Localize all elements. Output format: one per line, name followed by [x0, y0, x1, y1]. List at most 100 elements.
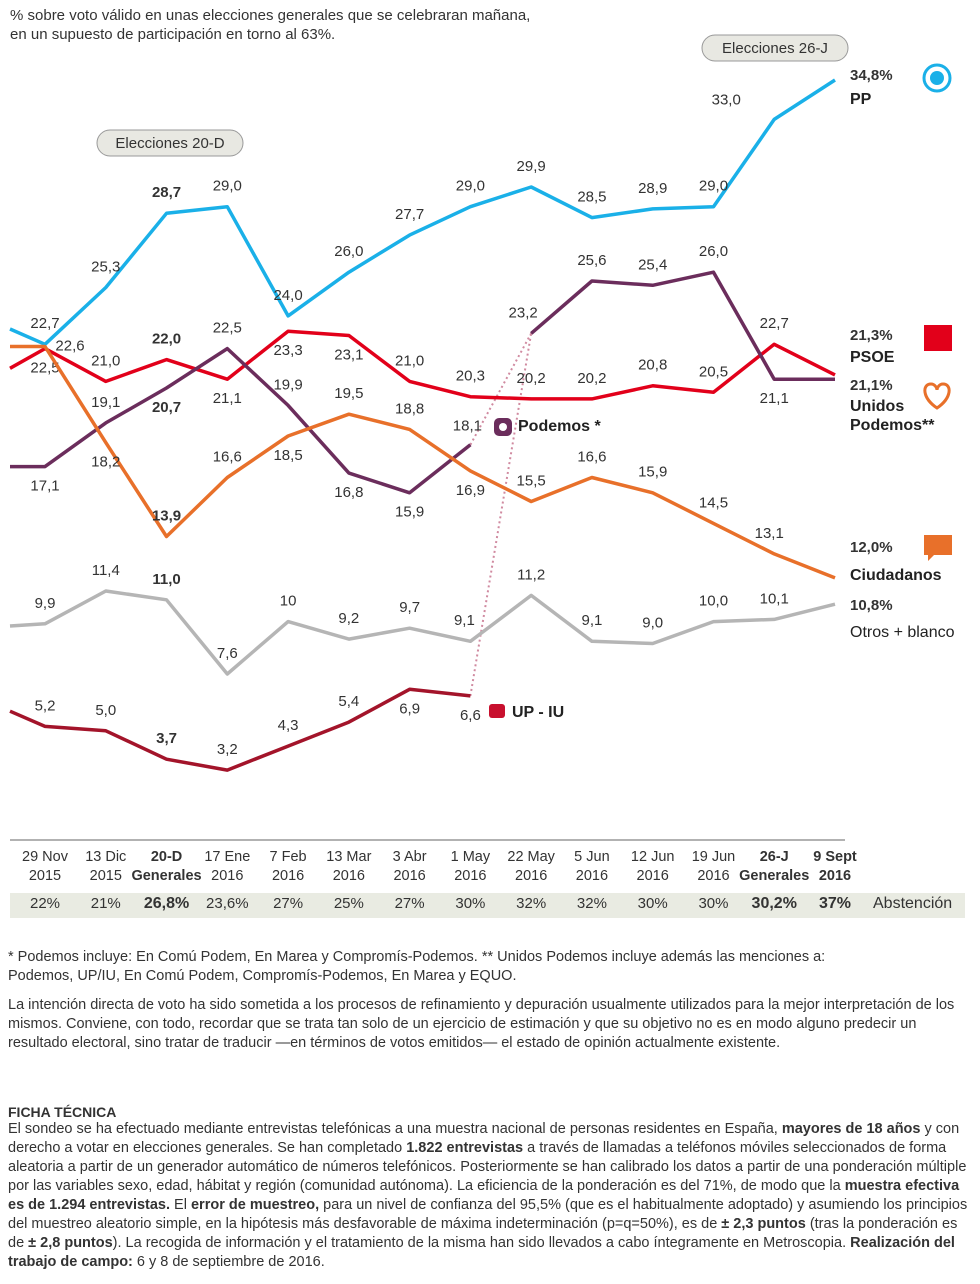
value-label: 23,3 [273, 342, 302, 359]
value-label: 22,5 [213, 320, 242, 337]
value-label: 20,2 [577, 370, 606, 387]
legend-label: Unidos Podemos** [850, 398, 935, 434]
value-label: 19,9 [273, 376, 302, 393]
value-label: 21,1 [760, 390, 789, 407]
value-label: 15,9 [638, 464, 667, 481]
legend-label: Podemos * [518, 418, 601, 435]
value-label: 18,1 [453, 418, 482, 435]
x-tick-label: 17 Ene 2016 [204, 849, 251, 884]
end-value-label: 10,8% [850, 597, 893, 614]
value-label: 11,2 [517, 566, 545, 583]
abstention-value: 32% [516, 895, 547, 912]
legend-label: Otros + blanco [850, 624, 955, 641]
value-label: 14,5 [699, 494, 728, 511]
technical-sheet-run: ). La recogida de información y el trata… [112, 1235, 851, 1251]
abstention-value: 25% [333, 895, 364, 912]
abstention-value: 30% [698, 895, 729, 912]
podemos-icon-dot [499, 423, 507, 431]
technical-sheet-run: para un nivel de confianza del 95,5% (qu… [8, 1197, 968, 1232]
value-label: 9,9 [35, 595, 56, 612]
value-label: 3,2 [217, 741, 238, 758]
technical-sheet-run: y con derecho a votar en elecciones gene… [8, 1121, 960, 1156]
value-label: 28,9 [638, 180, 667, 197]
value-label: 29,0 [213, 178, 242, 195]
value-label: 5,4 [338, 693, 359, 710]
value-label: 16,8 [334, 484, 363, 501]
abstention-value: 27% [273, 895, 304, 912]
abstention-value: 37% [818, 895, 852, 912]
technical-sheet-title: FICHA TÉCNICA [8, 1104, 117, 1120]
value-label: 19,5 [334, 385, 363, 402]
x-tick-label: 3 Abr 2016 [392, 849, 427, 884]
value-label: 20,7 [152, 399, 181, 416]
value-label: 5,2 [35, 697, 56, 714]
series-line [9, 329, 836, 401]
chart: Elecciones 20-D Elecciones 26-J 22,7 25,3 28… [9, 34, 965, 918]
value-label: 13,1 [755, 525, 784, 542]
annotation-box [96, 129, 244, 157]
value-label: 23,1 [334, 347, 363, 364]
value-label: 13,9 [152, 507, 181, 524]
series-line [530, 270, 835, 381]
abstention-value: 23,6% [206, 895, 249, 912]
value-label: 22,0 [152, 331, 181, 348]
value-label: 19,1 [91, 394, 120, 411]
annotation-box [701, 34, 849, 62]
x-tick-label: 12 Jun 2016 [630, 849, 675, 884]
value-label: 6,9 [399, 700, 420, 717]
annotation: Elecciones 26-J [722, 40, 828, 57]
value-label: 20,8 [638, 357, 667, 374]
x-tick-label: 13 Dic 2015 [85, 849, 127, 884]
value-label: 29,0 [456, 178, 485, 195]
value-label: 16,6 [577, 448, 606, 465]
x-tick-label: 1 May 2016 [450, 849, 491, 884]
merge-connector [469, 332, 533, 446]
abstention-value: 30% [637, 895, 668, 912]
value-label: 4,3 [278, 717, 299, 734]
technical-sheet-run: error de muestreo, [190, 1197, 320, 1213]
value-label: 6,6 [460, 707, 481, 724]
value-label: 10,0 [699, 593, 728, 610]
end-value-label: 21,3% [850, 327, 893, 344]
value-label: 21,0 [395, 352, 424, 369]
technical-sheet-run: 6 y 8 de septiembre de 2016. [132, 1254, 325, 1270]
value-label: 20,2 [517, 370, 546, 387]
end-value-label: 34,8% [850, 67, 893, 84]
value-label: 10 [280, 593, 297, 610]
value-label: 9,0 [642, 614, 663, 631]
value-label: 17,1 [30, 478, 59, 495]
x-tick-label: 26-J Generales [739, 849, 810, 884]
value-label: 26,0 [699, 243, 728, 260]
unidos-podemos-icon [923, 382, 951, 410]
technical-sheet-run: El sondeo se ha efectuado mediante entre… [8, 1121, 782, 1137]
legend-label: PP [850, 91, 872, 108]
value-label: 9,1 [454, 612, 475, 629]
value-label: 18,8 [395, 400, 424, 417]
value-label: 9,2 [338, 610, 359, 627]
technical-sheet-run: mayores de 18 años [781, 1121, 921, 1137]
value-label: 9,7 [399, 599, 420, 616]
abstention-value: 30,2% [751, 895, 797, 912]
ciudadanos-icon [924, 535, 952, 561]
abstention-value: 27% [394, 895, 425, 912]
value-label: 9,1 [582, 612, 603, 629]
value-label: 20,5 [699, 363, 728, 380]
value-label: 29,9 [517, 158, 546, 175]
x-tick-label: 13 Mar 2016 [326, 849, 372, 884]
end-value-label: 12,0% [850, 539, 893, 556]
value-label: 27,7 [395, 206, 424, 223]
abstention-value: 30% [455, 895, 486, 912]
value-label: 28,7 [152, 184, 181, 201]
merge-connector [469, 333, 533, 697]
value-label: 25,3 [91, 258, 120, 275]
legend-label: UP - IU [512, 704, 565, 721]
value-label: 15,9 [395, 504, 424, 521]
value-label: 16,6 [213, 448, 242, 465]
value-label: 22,7 [760, 315, 789, 332]
technical-sheet-run: El [170, 1197, 191, 1213]
value-label: 10,1 [760, 590, 789, 607]
value-label: 11,4 [92, 562, 120, 579]
subtitle: % sobre voto válido en unas elecciones g… [10, 7, 531, 43]
end-value-label: 21,1% [850, 377, 893, 394]
